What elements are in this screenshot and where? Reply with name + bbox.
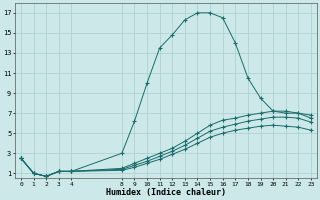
X-axis label: Humidex (Indice chaleur): Humidex (Indice chaleur) [106, 188, 226, 197]
